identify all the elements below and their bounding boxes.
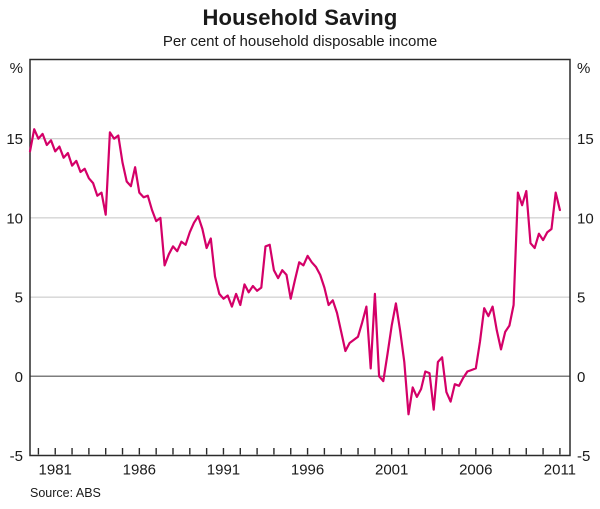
svg-text:%: % bbox=[10, 60, 23, 77]
svg-text:10: 10 bbox=[6, 210, 23, 227]
svg-text:2011: 2011 bbox=[544, 462, 576, 479]
svg-text:15: 15 bbox=[6, 131, 23, 148]
svg-text:-5: -5 bbox=[10, 448, 23, 465]
svg-text:2006: 2006 bbox=[459, 462, 492, 479]
svg-text:15: 15 bbox=[577, 131, 594, 148]
svg-text:5: 5 bbox=[577, 290, 585, 307]
chart-source: Source: ABS bbox=[30, 486, 101, 500]
chart-subtitle: Per cent of household disposable income bbox=[162, 33, 438, 50]
chart-title: Household Saving bbox=[202, 5, 398, 30]
svg-text:5: 5 bbox=[15, 290, 23, 307]
svg-text:10: 10 bbox=[577, 210, 594, 227]
svg-text:2001: 2001 bbox=[375, 462, 408, 479]
svg-text:1986: 1986 bbox=[123, 462, 156, 479]
svg-text:1991: 1991 bbox=[207, 462, 240, 479]
svg-text:%: % bbox=[577, 60, 590, 77]
svg-text:-5: -5 bbox=[577, 448, 590, 465]
svg-text:1981: 1981 bbox=[39, 462, 72, 479]
svg-text:1996: 1996 bbox=[291, 462, 324, 479]
svg-text:0: 0 bbox=[15, 369, 23, 386]
svg-text:0: 0 bbox=[577, 369, 585, 386]
